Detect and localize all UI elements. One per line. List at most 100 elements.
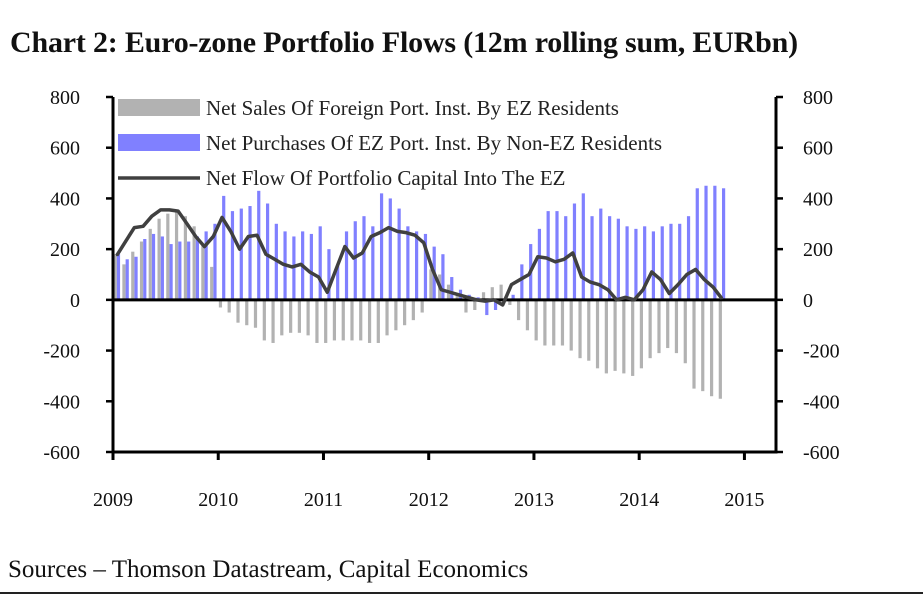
x-tick-label: 2010 <box>198 489 238 511</box>
sales-bar <box>473 299 477 310</box>
sales-bar <box>403 299 407 326</box>
purchases-bar <box>441 254 445 300</box>
net-flow-point <box>431 268 434 271</box>
net-flow-point <box>186 222 188 225</box>
net-flow-point <box>352 257 355 259</box>
net-flow-point <box>493 299 495 301</box>
net-flow-point <box>615 299 618 301</box>
sales-bar <box>166 213 170 300</box>
purchases-bar <box>134 256 138 300</box>
sales-bar <box>148 228 152 300</box>
sales-bar <box>245 299 249 326</box>
net-flow-point <box>247 235 250 238</box>
purchases-bar <box>686 216 691 300</box>
net-flow-point <box>265 253 267 256</box>
purchases-bar <box>669 223 673 300</box>
purchases-bar <box>616 218 620 300</box>
net-flow-point <box>212 235 215 238</box>
net-flow-point <box>440 288 443 291</box>
net-flow-point <box>510 283 513 286</box>
purchases-bar <box>187 241 191 300</box>
purchases-bar <box>230 211 235 300</box>
net-flow-point <box>344 245 346 248</box>
y-tick-label-right: -600 <box>803 442 840 464</box>
net-flow-point <box>659 278 662 281</box>
net-flow-point <box>370 235 372 238</box>
legend-label: Net Purchases Of EZ Port. Inst. By Non-E… <box>206 131 662 155</box>
purchases-bar <box>353 221 357 300</box>
net-flow-point <box>422 242 425 244</box>
line-layer <box>115 208 724 307</box>
sales-bar <box>560 299 565 346</box>
legend-label: Net Flow Of Portfolio Capital Into The E… <box>206 166 565 190</box>
sales-bar <box>359 299 363 341</box>
sales-bar <box>613 299 617 371</box>
legend-swatch <box>118 134 200 151</box>
net-flow-point <box>449 291 451 294</box>
net-flow-point <box>668 292 671 295</box>
net-flow-point <box>124 240 127 243</box>
purchases-bar <box>195 236 199 300</box>
net-flow-point <box>396 230 399 233</box>
purchases-bar <box>678 223 682 300</box>
purchases-bar <box>125 259 129 300</box>
sales-bar <box>218 299 223 308</box>
net-flow-point <box>335 268 337 271</box>
sales-bar <box>385 299 389 336</box>
sales-bar <box>139 241 144 300</box>
net-flow-point <box>624 296 627 299</box>
purchases-bar <box>520 264 524 300</box>
y-tick-label-left: -200 <box>43 341 80 363</box>
net-flow-point <box>677 283 679 286</box>
purchases-bar <box>537 228 542 300</box>
net-flow-point <box>194 235 197 238</box>
purchases-bar <box>336 264 340 300</box>
net-flow-point <box>282 263 285 266</box>
sales-bar <box>455 294 459 300</box>
net-flow-point <box>475 299 478 301</box>
bottom-rule <box>0 592 923 594</box>
sales-bar <box>324 299 328 343</box>
net-flow-point <box>387 226 390 229</box>
y-tick-label-right: 400 <box>803 188 833 210</box>
purchases-bar <box>204 231 208 300</box>
y-tick-label-right: -400 <box>803 391 840 413</box>
net-flow-point <box>554 261 557 263</box>
net-flow-point <box>151 215 153 217</box>
purchases-bar <box>643 226 647 300</box>
sales-bar <box>639 299 643 369</box>
purchases-bar <box>625 226 629 300</box>
net-flow-point <box>168 209 171 211</box>
sales-bar <box>157 218 161 300</box>
net-flow-point <box>571 252 574 254</box>
net-flow-point <box>379 231 381 234</box>
purchases-bar <box>239 208 243 300</box>
net-flow-point <box>273 258 276 261</box>
source-note: Sources – Thomson Datastream, Capital Ec… <box>8 556 529 583</box>
net-flow-point <box>115 254 118 257</box>
y-tick-label-right: 600 <box>803 138 833 160</box>
sales-bar <box>332 299 337 341</box>
purchases-bar <box>721 188 726 300</box>
sales-bar <box>464 299 468 313</box>
purchases-bar <box>651 231 655 300</box>
y-tick-label-left: -400 <box>43 391 80 413</box>
x-tick-label: 2014 <box>619 489 659 511</box>
purchases-bar <box>222 195 226 300</box>
sales-bar <box>315 299 319 343</box>
purchases-bar <box>590 216 594 300</box>
sales-bar <box>280 299 284 336</box>
purchases-bar <box>450 277 454 300</box>
purchases-bar <box>660 226 664 300</box>
y-tick-label-left: 0 <box>70 290 80 312</box>
x-tick-label: 2015 <box>724 489 764 511</box>
purchases-bar <box>397 208 401 300</box>
net-flow-point <box>607 288 609 291</box>
net-flow-point <box>300 263 302 266</box>
x-tick-label: 2012 <box>409 489 449 511</box>
sales-bar <box>569 299 573 351</box>
sales-bar <box>701 299 705 392</box>
y-tick-label-left: 600 <box>50 138 80 160</box>
purchases-bar <box>327 249 331 300</box>
sales-bar <box>236 299 240 323</box>
